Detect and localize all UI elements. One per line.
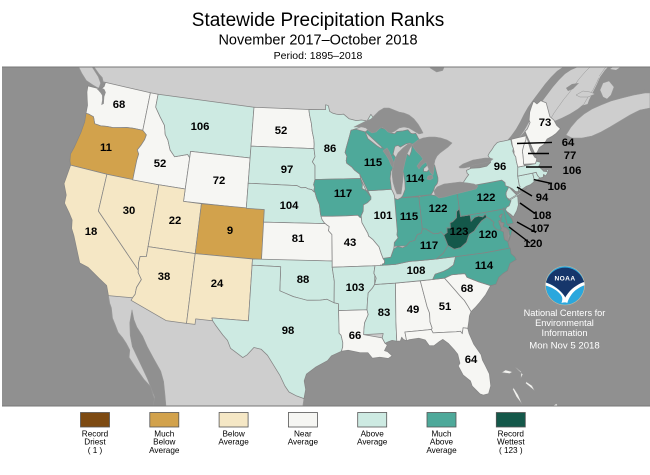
svg-text:National Centers for: National Centers for xyxy=(524,308,606,318)
svg-text:Mon Nov 5 2018: Mon Nov 5 2018 xyxy=(529,341,599,352)
svg-text:Average: Average xyxy=(218,438,249,447)
svg-text:123: 123 xyxy=(450,226,469,238)
svg-text:117: 117 xyxy=(334,188,352,200)
svg-text:81: 81 xyxy=(292,233,305,245)
svg-text:Information: Information xyxy=(542,328,588,338)
svg-text:88: 88 xyxy=(297,274,310,286)
svg-text:9: 9 xyxy=(227,225,233,237)
svg-text:Record: Record xyxy=(82,430,109,439)
svg-text:11: 11 xyxy=(100,142,112,154)
svg-text:106: 106 xyxy=(563,165,582,177)
svg-text:108: 108 xyxy=(533,210,552,222)
svg-text:107: 107 xyxy=(531,223,550,235)
svg-text:122: 122 xyxy=(477,192,496,204)
svg-text:68: 68 xyxy=(113,99,126,111)
svg-text:64: 64 xyxy=(562,137,575,149)
svg-text:30: 30 xyxy=(123,205,136,217)
svg-text:52: 52 xyxy=(275,125,288,137)
svg-text:72: 72 xyxy=(213,175,226,187)
svg-text:86: 86 xyxy=(324,143,337,155)
svg-text:103: 103 xyxy=(346,282,365,294)
svg-text:NOAA: NOAA xyxy=(554,276,575,283)
svg-text:98: 98 xyxy=(282,325,295,337)
svg-text:117: 117 xyxy=(420,240,438,252)
svg-text:Much: Much xyxy=(154,430,174,439)
svg-text:Environmental: Environmental xyxy=(535,318,594,328)
svg-text:94: 94 xyxy=(536,192,549,204)
svg-text:Average: Average xyxy=(149,446,180,455)
svg-text:68: 68 xyxy=(461,283,474,295)
svg-text:( 1 ): ( 1 ) xyxy=(88,446,103,455)
svg-text:38: 38 xyxy=(158,271,171,283)
svg-text:115: 115 xyxy=(364,157,382,169)
svg-text:114: 114 xyxy=(406,173,425,185)
svg-text:Above: Above xyxy=(361,430,385,439)
svg-text:108: 108 xyxy=(407,265,426,277)
svg-text:Driest: Driest xyxy=(84,438,106,447)
svg-text:Below: Below xyxy=(153,438,175,447)
svg-text:Statewide Precipitation Ranks: Statewide Precipitation Ranks xyxy=(192,10,444,31)
svg-text:49: 49 xyxy=(407,304,420,316)
svg-text:120: 120 xyxy=(479,229,498,241)
svg-text:52: 52 xyxy=(154,158,167,170)
svg-text:122: 122 xyxy=(429,203,448,215)
svg-text:Below: Below xyxy=(222,430,244,439)
svg-text:Average: Average xyxy=(426,446,457,455)
svg-text:Wettest: Wettest xyxy=(497,438,525,447)
svg-text:83: 83 xyxy=(378,307,391,319)
svg-text:Average: Average xyxy=(357,438,388,447)
svg-text:114: 114 xyxy=(475,260,494,272)
svg-text:Near: Near xyxy=(294,430,312,439)
svg-text:Record: Record xyxy=(498,430,525,439)
svg-text:101: 101 xyxy=(374,210,393,222)
svg-text:24: 24 xyxy=(211,278,224,290)
svg-text:Period: 1895–2018: Period: 1895–2018 xyxy=(274,50,363,62)
svg-text:77: 77 xyxy=(564,150,577,162)
svg-text:104: 104 xyxy=(280,200,300,212)
svg-text:120: 120 xyxy=(524,238,543,250)
svg-text:22: 22 xyxy=(169,215,182,227)
svg-text:106: 106 xyxy=(191,121,210,133)
svg-text:Average: Average xyxy=(288,438,319,447)
svg-text:Much: Much xyxy=(431,430,451,439)
svg-text:73: 73 xyxy=(539,117,552,129)
svg-text:18: 18 xyxy=(85,226,98,238)
svg-text:66: 66 xyxy=(349,330,362,342)
svg-text:51: 51 xyxy=(439,301,452,313)
svg-text:64: 64 xyxy=(465,354,478,366)
svg-text:November 2017–October 2018: November 2017–October 2018 xyxy=(218,33,417,49)
svg-text:106: 106 xyxy=(548,181,567,193)
svg-text:97: 97 xyxy=(281,164,294,176)
svg-text:96: 96 xyxy=(494,161,507,173)
svg-text:115: 115 xyxy=(400,211,418,223)
svg-text:Above: Above xyxy=(430,438,454,447)
svg-text:43: 43 xyxy=(344,237,357,249)
svg-text:( 123 ): ( 123 ) xyxy=(499,446,523,455)
